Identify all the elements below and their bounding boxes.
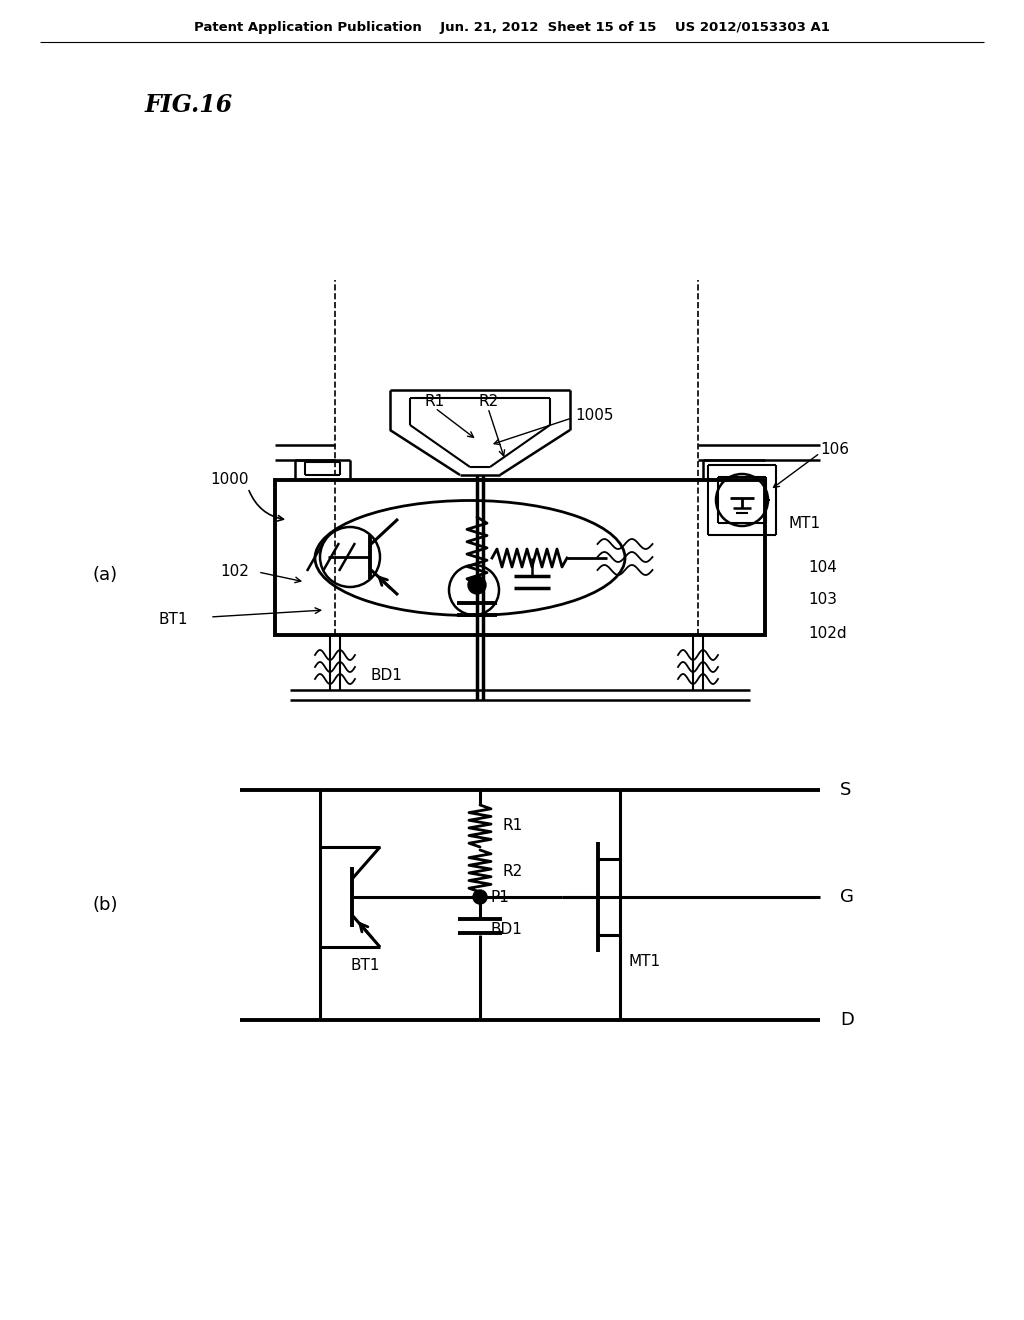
Text: R2: R2 <box>503 863 523 879</box>
Circle shape <box>473 890 487 904</box>
Text: R1: R1 <box>425 395 445 409</box>
Text: G: G <box>840 888 854 906</box>
Circle shape <box>468 576 486 594</box>
Text: 103: 103 <box>808 593 837 607</box>
Text: 102: 102 <box>220 565 249 579</box>
Text: MT1: MT1 <box>788 516 820 531</box>
Text: R1: R1 <box>503 818 523 833</box>
Text: 1005: 1005 <box>575 408 613 422</box>
Text: (b): (b) <box>92 896 118 913</box>
Text: 106: 106 <box>820 442 849 458</box>
Text: Patent Application Publication    Jun. 21, 2012  Sheet 15 of 15    US 2012/01533: Patent Application Publication Jun. 21, … <box>195 21 829 33</box>
Text: BD1: BD1 <box>370 668 401 684</box>
Text: S: S <box>840 781 851 799</box>
Text: 102d: 102d <box>808 627 847 642</box>
Text: BT1: BT1 <box>158 612 187 627</box>
Text: 104: 104 <box>808 561 837 576</box>
Text: D: D <box>840 1011 854 1030</box>
Text: P1: P1 <box>490 890 509 904</box>
Text: (a): (a) <box>92 566 118 583</box>
Text: FIG.16: FIG.16 <box>145 92 233 117</box>
Text: R2: R2 <box>478 395 499 409</box>
Text: BT1: BT1 <box>350 957 380 973</box>
Text: BD1: BD1 <box>490 921 522 936</box>
Bar <box>275 480 765 635</box>
Text: MT1: MT1 <box>628 954 660 969</box>
Text: 1000: 1000 <box>210 473 249 487</box>
